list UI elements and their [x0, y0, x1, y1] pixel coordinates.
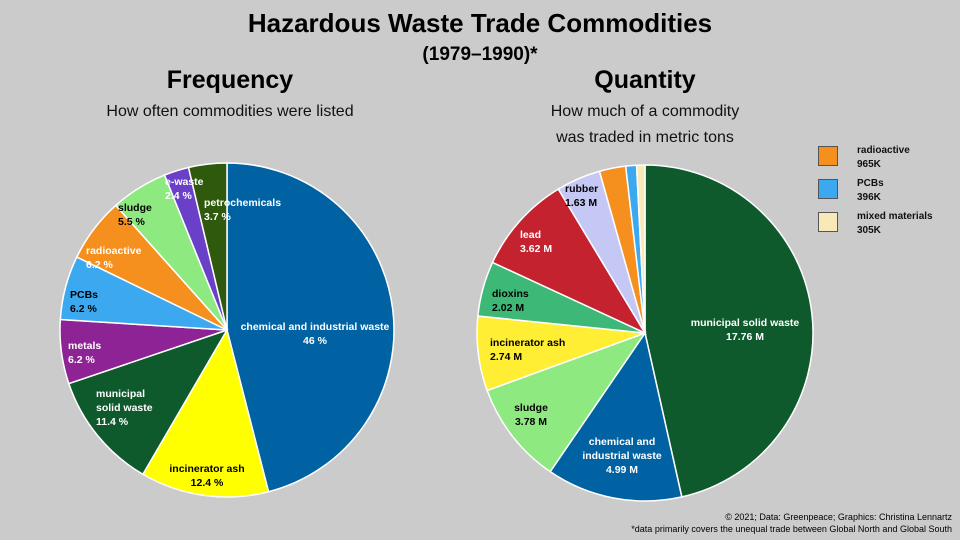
legend-value: 965K	[857, 159, 881, 170]
quantity-pie	[476, 164, 814, 502]
pie-slice-chemical-and-industrial-waste	[549, 331, 683, 502]
slice-label-chemical-and-industrial-waste: chemical and industrial waste 46 %	[241, 321, 390, 347]
pie-slice-incinerator-ash	[141, 328, 270, 498]
quantity-heading: Quantity	[594, 66, 696, 94]
legend-swatch-pcbs	[818, 179, 838, 199]
quantity-description-line-2: was traded in metric tons	[556, 129, 734, 146]
frequency-heading: Frequency	[166, 66, 294, 94]
slice-label-rubber: rubber 1.63 M	[565, 183, 598, 209]
slice-label-incinerator-ash: incinerator ash 2.74 M	[490, 337, 565, 363]
slice-label-chemical-and-industrial-waste: chemical and industrial waste 4.99 M	[582, 436, 662, 476]
slice-label-incinerator-ash: incinerator ash 12.4 %	[169, 463, 244, 489]
slice-label-dioxins: dioxins 2.02 M	[492, 288, 529, 314]
pie-slice-chemical-and-industrial-waste	[226, 162, 395, 493]
pie-slice-municipal-solid-waste	[67, 328, 229, 476]
credit-line: © 2021; Data: Greenpeace; Graphics: Chri…	[725, 512, 952, 522]
slice-label-municipal-solid-waste: municipal solid waste 11.4 %	[96, 388, 153, 428]
slice-label-radioactive: radioactive 6.2 %	[86, 245, 142, 271]
slice-label-metals: metals 6.2 %	[68, 340, 101, 366]
legend-value: 305K	[857, 225, 881, 236]
slice-label-sludge: sludge 3.78 M	[514, 402, 548, 428]
pie-slice-lead	[491, 188, 647, 335]
chart-title: Hazardous Waste Trade Commodities	[247, 8, 713, 38]
slice-label-sludge: sludge 5.5 %	[118, 202, 152, 228]
quantity-description-line-1: How much of a commodity	[550, 103, 740, 120]
legend-label: mixed materials	[857, 211, 933, 222]
slice-label-e-waste: e-waste 2.4 %	[165, 176, 204, 202]
pie-slice-petrochemicals	[187, 162, 228, 331]
slice-label-lead: lead 3.62 M	[520, 229, 552, 255]
footnote: *data primarily covers the unequal trade…	[631, 524, 952, 534]
legend-item-radioactive: radioactive 965K	[818, 144, 958, 176]
legend-swatch-radioactive	[818, 146, 838, 166]
legend-label: PCBs	[857, 178, 884, 189]
slice-label-pcbs: PCBs 6.2 %	[70, 289, 98, 315]
legend-value: 396K	[857, 192, 881, 203]
slice-label-municipal-solid-waste: municipal solid waste 17.76 M	[691, 317, 800, 343]
legend-label: radioactive	[857, 145, 910, 156]
pie-slice-municipal-solid-waste	[644, 164, 814, 498]
legend: radioactive 965K PCBs 396K mixed materia…	[818, 144, 958, 243]
pie-slice-mixed-materials	[635, 164, 646, 334]
legend-item-mixed-materials: mixed materials 305K	[818, 210, 958, 242]
legend-item-pcbs: PCBs 396K	[818, 177, 958, 209]
chart-subtitle: (1979–1990)*	[422, 44, 538, 65]
legend-swatch-mixed-materials	[818, 212, 838, 232]
slice-label-petrochemicals: petrochemicals 3.7 %	[204, 197, 281, 223]
frequency-description: How often commodities were listed	[106, 103, 354, 120]
frequency-pie	[59, 162, 395, 498]
pie-slice-sludge	[486, 331, 647, 473]
